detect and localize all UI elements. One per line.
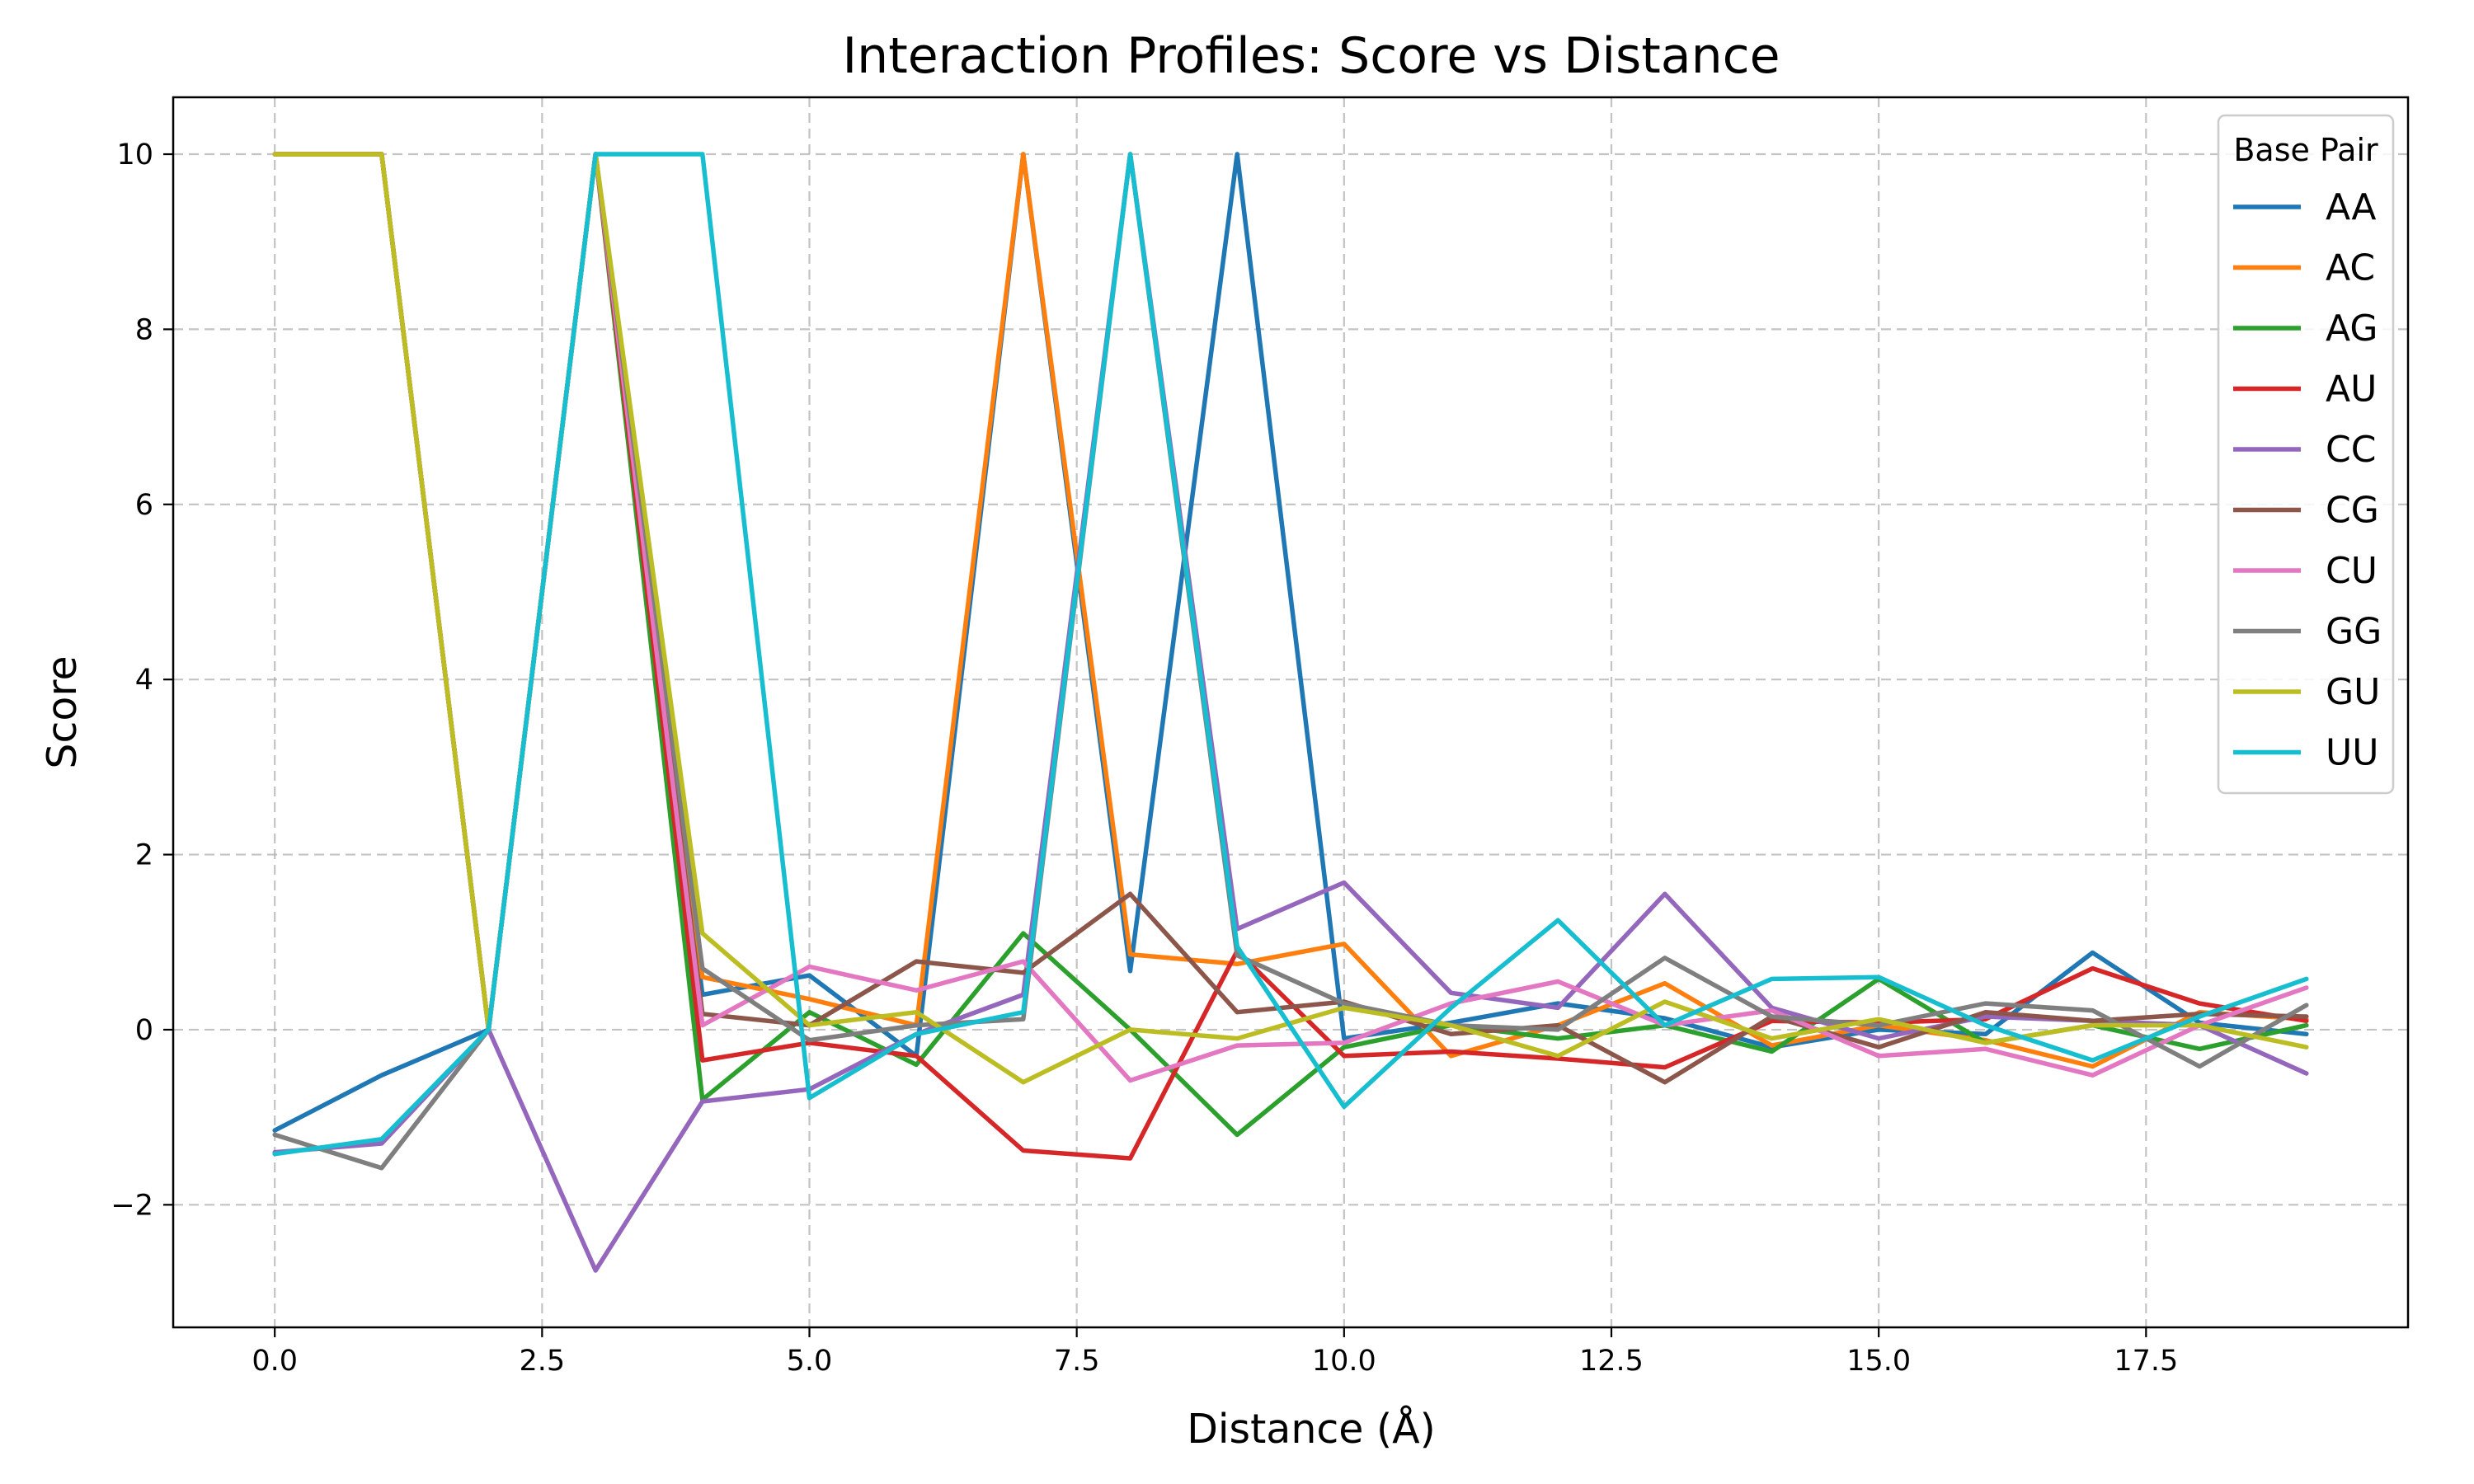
y-tick-label: −2: [111, 1189, 153, 1222]
x-tick-label: 0.0: [252, 1345, 298, 1378]
x-tick-label: 7.5: [1054, 1345, 1100, 1378]
y-axis-label: Score: [39, 655, 86, 768]
x-tick-label: 5.0: [787, 1345, 833, 1378]
y-tick-label: 2: [135, 839, 153, 872]
axis-ticks: 0.0 2.5 5.0 7.5 10.0 12.5 15.0 17.5 −2 0 2 4 6 8 10: [111, 139, 2178, 1378]
series-lines: [272, 152, 2309, 1273]
x-tick-label: 17.5: [2114, 1345, 2178, 1378]
legend-title: Base Pair: [2233, 132, 2378, 168]
y-tick-label: 8: [135, 313, 153, 346]
legend-label-aa: AA: [2326, 186, 2376, 228]
plot-frame: [172, 96, 2410, 1329]
legend-label-gu: GU: [2326, 671, 2380, 713]
legend-box: [2217, 114, 2395, 795]
y-tick-label: 4: [135, 664, 153, 697]
legend-label-au: AU: [2326, 369, 2377, 411]
legend-label-ag: AG: [2326, 308, 2378, 350]
legend-label-ac: AC: [2326, 247, 2375, 289]
legend-label-cu: CU: [2326, 550, 2378, 592]
y-tick-label: 0: [135, 1014, 153, 1047]
y-tick-label: 6: [135, 489, 153, 522]
y-tick-label: 10: [116, 139, 153, 171]
legend-label-cc: CC: [2326, 429, 2376, 471]
x-axis-label: Distance (Å): [1187, 1404, 1436, 1453]
legend-label-cg: CG: [2326, 490, 2379, 532]
x-tick-label: 10.0: [1312, 1345, 1376, 1378]
legend-label-gg: GG: [2326, 611, 2382, 653]
x-tick-label: 12.5: [1579, 1345, 1644, 1378]
legend-label-uu: UU: [2326, 732, 2378, 774]
chart-title: Interaction Profiles: Score vs Distance: [842, 27, 1780, 85]
series-line-uu: [272, 152, 2309, 1157]
legend: Base Pair AA AC AG AU CC CG CU GG GU UU: [2217, 114, 2395, 795]
x-tick-label: 2.5: [520, 1345, 566, 1378]
x-tick-label: 15.0: [1846, 1345, 1911, 1378]
